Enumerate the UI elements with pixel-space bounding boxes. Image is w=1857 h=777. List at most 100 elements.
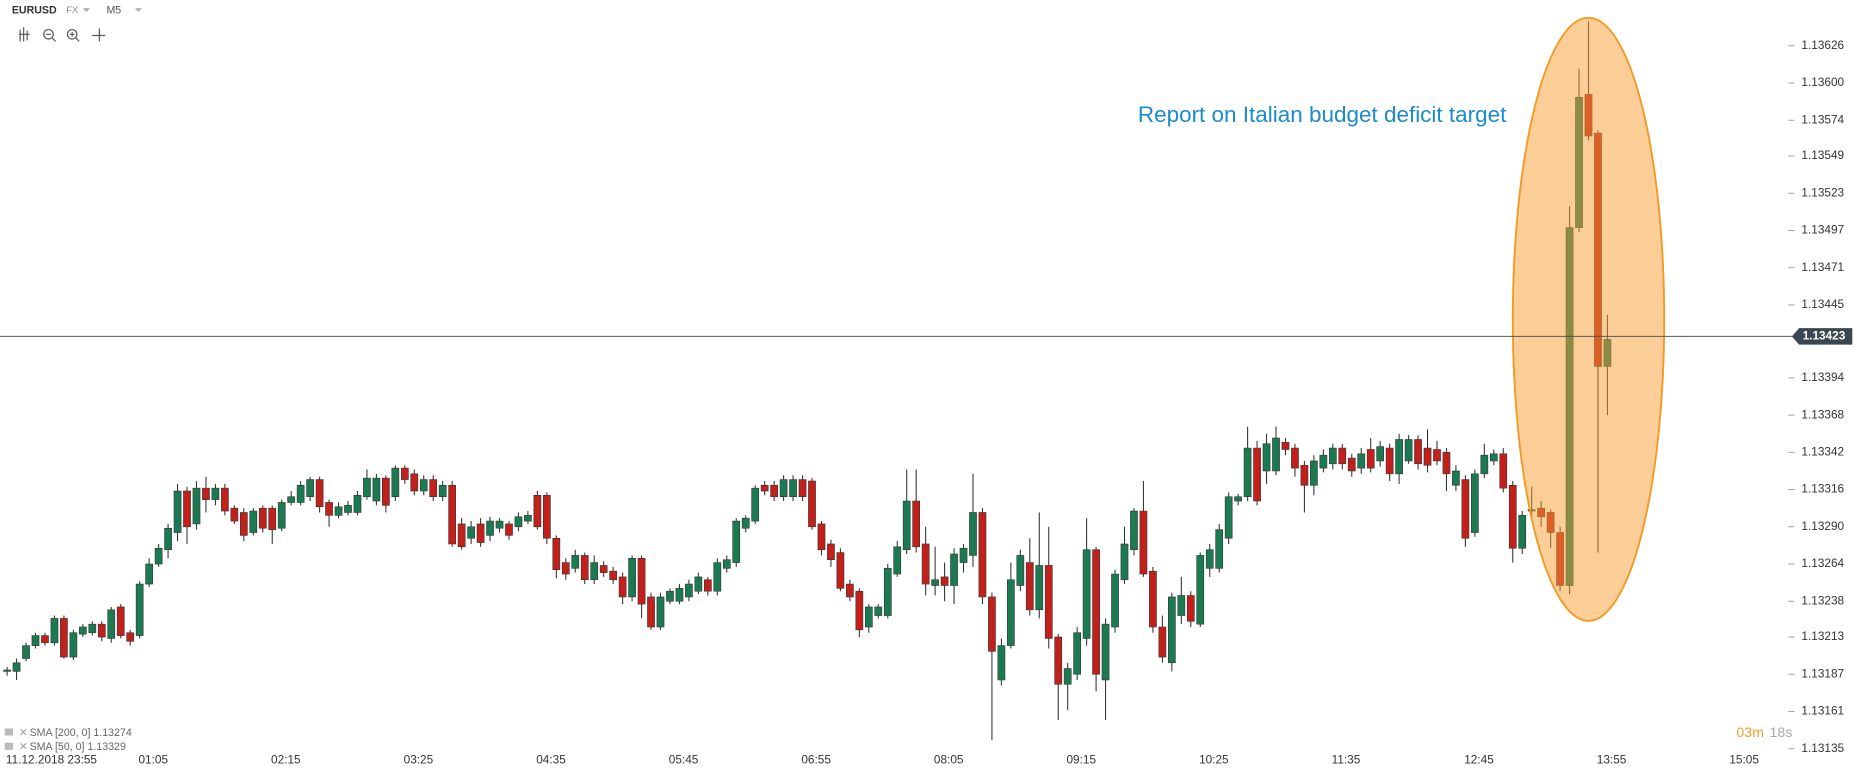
candle-body	[874, 606, 883, 616]
candle-body	[69, 632, 78, 658]
candle-body	[41, 635, 49, 644]
candle-body	[315, 479, 324, 508]
zoom-out-button[interactable]	[43, 28, 57, 42]
symbol[interactable]: EURUSD	[12, 4, 57, 16]
candle-body	[1300, 464, 1309, 486]
candle-body	[363, 477, 371, 498]
candle-body	[1044, 565, 1053, 639]
candle-body	[400, 467, 409, 480]
y-tick-label: 1.13342	[1801, 444, 1844, 458]
timeframe-caret[interactable]	[134, 8, 142, 12]
candle-body	[22, 645, 30, 659]
candle-body	[1139, 510, 1148, 575]
candle-body	[1499, 453, 1508, 489]
candle-body	[1471, 473, 1479, 533]
candle-body	[590, 562, 599, 581]
candle-body	[533, 495, 542, 528]
candle-body	[1196, 555, 1205, 625]
x-tick-label: 04:35	[536, 753, 566, 767]
candle-body	[931, 579, 939, 586]
y-tick-label: 1.13523	[1801, 185, 1844, 199]
candle-body	[1243, 447, 1252, 498]
candle-body	[675, 588, 684, 602]
candle-body	[988, 596, 996, 652]
candle-body	[1262, 443, 1271, 472]
candle-body	[60, 618, 68, 658]
chart-type-button[interactable]	[18, 27, 30, 42]
candle-body	[1480, 454, 1489, 475]
candle-body	[1357, 453, 1366, 469]
y-tick-label: 1.13135	[1801, 741, 1844, 755]
last-price-label: 1.13423	[1803, 329, 1846, 343]
candle-body	[1082, 549, 1091, 639]
candle-body	[334, 506, 343, 516]
candle-body	[1073, 632, 1081, 675]
y-tick-label: 1.13187	[1801, 666, 1844, 680]
y-tick-label: 1.13626	[1801, 38, 1844, 52]
candle-body	[221, 487, 229, 512]
candle-body	[372, 477, 381, 502]
candle-body	[902, 500, 911, 550]
candle-body	[1168, 596, 1176, 664]
candle-body	[1253, 447, 1261, 502]
candle-body	[344, 505, 352, 513]
market-caret[interactable]	[82, 8, 90, 12]
candle-body	[1461, 479, 1470, 539]
candle-body	[978, 512, 987, 598]
candle-body	[1149, 570, 1157, 628]
market[interactable]: FX	[66, 5, 79, 16]
candle-body	[419, 479, 428, 492]
x-tick-label: 11.12.2018 23:55	[6, 753, 98, 767]
candle-body	[1404, 439, 1413, 462]
candle-body	[31, 635, 40, 646]
y-tick-label: 1.13549	[1801, 148, 1844, 162]
candle-body	[1007, 579, 1015, 646]
candle-body	[1035, 565, 1044, 611]
y-tick-label: 1.13497	[1801, 223, 1844, 237]
candle-body	[1120, 543, 1129, 581]
candle-body	[448, 484, 457, 545]
candle-body	[760, 484, 769, 492]
indicator-close[interactable]: ✕	[19, 727, 28, 739]
timer-seconds: 18s	[1769, 725, 1792, 741]
candle-body	[732, 520, 741, 563]
candle-body	[1224, 496, 1233, 539]
candle-body	[258, 507, 267, 529]
y-tick-label: 1.13238	[1801, 593, 1844, 607]
zoom-in-button[interactable]	[66, 28, 80, 42]
timeframe[interactable]: M5	[106, 4, 121, 16]
candle-body	[145, 563, 153, 585]
candle-body	[126, 632, 135, 642]
candle-body	[1054, 636, 1063, 685]
crosshair-button[interactable]	[92, 28, 106, 42]
candle-body	[476, 523, 485, 543]
x-tick-label: 09:15	[1066, 753, 1096, 767]
candle-body	[685, 583, 693, 598]
candle-body	[561, 562, 570, 575]
candle-body	[751, 487, 760, 522]
y-tick-label: 1.13368	[1801, 407, 1844, 421]
candle-body	[1319, 454, 1328, 469]
candle-body	[277, 502, 286, 529]
candle-body	[429, 479, 438, 498]
candle-body	[410, 473, 419, 492]
candle-body	[1395, 439, 1403, 475]
candle-body	[647, 596, 655, 628]
candle-body	[1508, 484, 1517, 549]
overlay: 1.13423	[0, 16, 1853, 622]
candle-body	[154, 547, 163, 565]
candle-body	[1338, 447, 1347, 465]
highlight-ellipse	[1511, 16, 1666, 622]
x-tick-label: 11:35	[1332, 753, 1361, 767]
indicator-close[interactable]: ✕	[19, 741, 28, 753]
candle-body	[836, 552, 845, 589]
candle-body	[1310, 460, 1318, 486]
candle-body	[306, 479, 314, 498]
x-tick-label: 05:45	[669, 753, 699, 767]
toolbar	[18, 27, 106, 42]
candle-body	[997, 645, 1006, 681]
y-tick-label: 1.13471	[1801, 260, 1844, 274]
candle-body	[969, 512, 977, 556]
